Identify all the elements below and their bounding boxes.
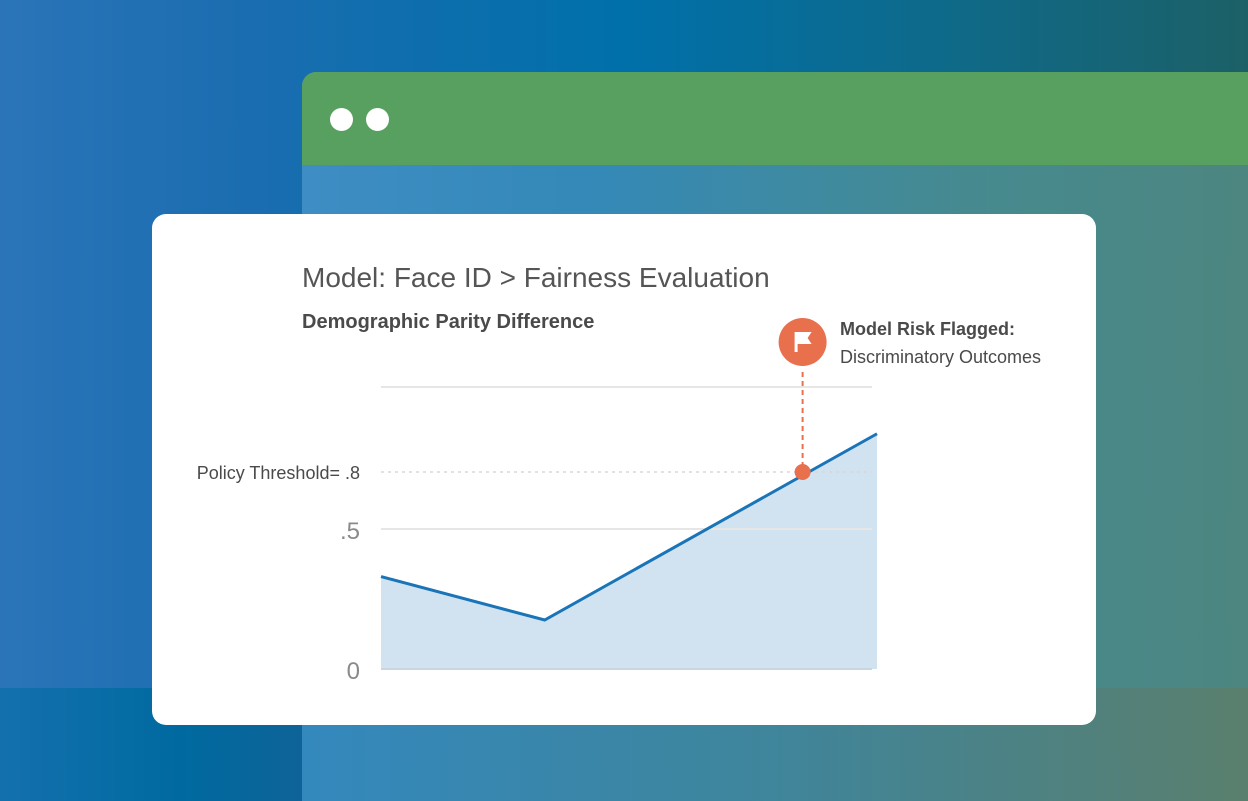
- window-titlebar: [302, 72, 1248, 165]
- window-dot-icon[interactable]: [366, 108, 389, 131]
- fairness-card: Model: Face ID > Fairness Evaluation Dem…: [152, 214, 1096, 725]
- y-tick-label: .5: [340, 518, 360, 545]
- threshold-label: Policy Threshold= .8: [197, 463, 360, 483]
- window-dot-icon[interactable]: [330, 108, 353, 131]
- flag-title: Model Risk Flagged:: [840, 319, 1016, 339]
- series-line: [380, 432, 878, 622]
- parity-chart: 0 .5 Policy Threshold= .8: [197, 318, 878, 685]
- page-title: Model: Face ID > Fairness Evaluation: [302, 262, 770, 293]
- flag-icon[interactable]: [794, 332, 812, 352]
- flag-point: [794, 464, 811, 480]
- chart-title: Demographic Parity Difference: [302, 311, 595, 333]
- y-tick-label: 0: [347, 658, 360, 685]
- flag-subtitle: Discriminatory Outcomes: [840, 347, 1042, 367]
